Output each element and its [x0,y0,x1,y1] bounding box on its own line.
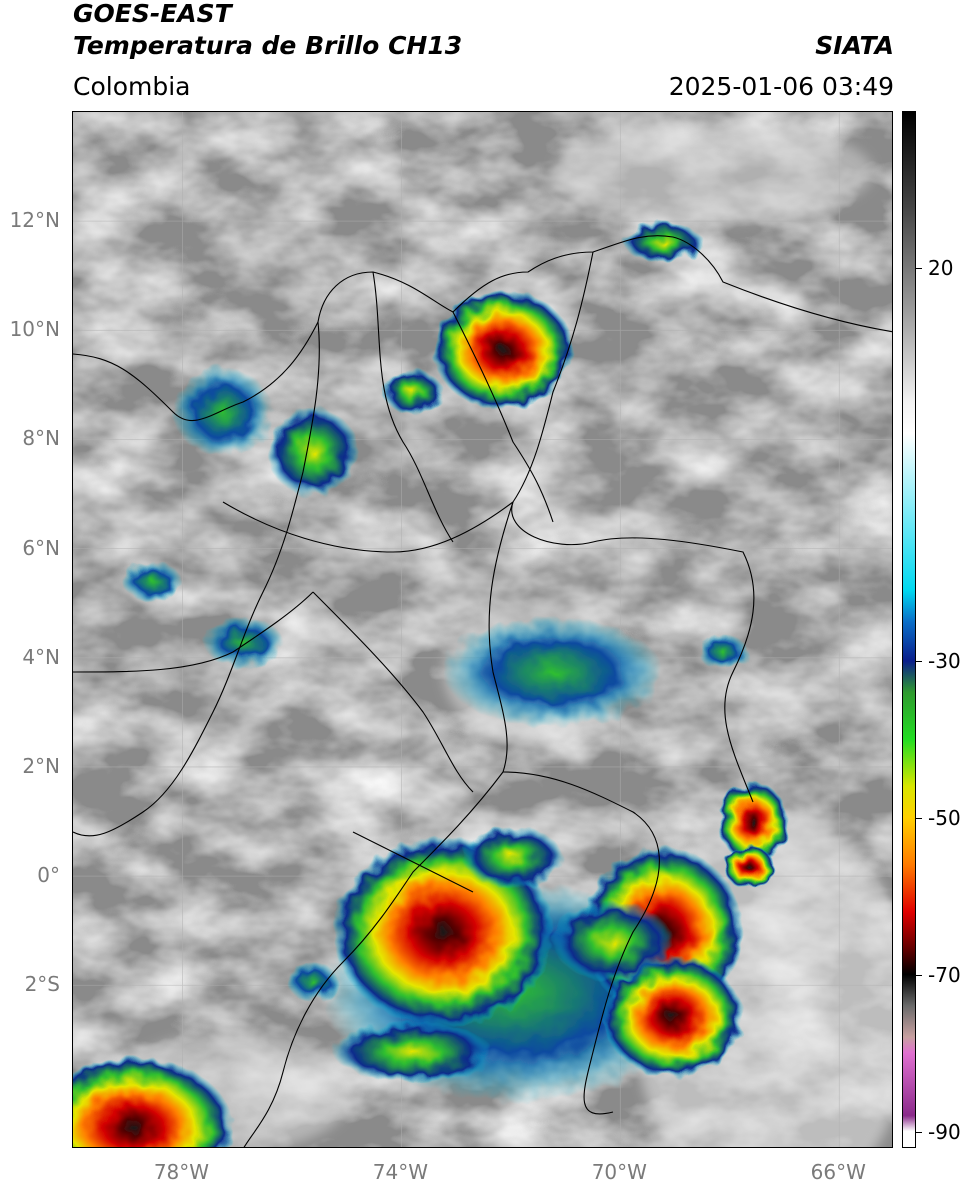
agency-label: SIATA [815,31,894,60]
lat-tick-label: 4°N [22,644,60,669]
lat-tick-label: 2°S [24,972,60,997]
storm-cell-cordoba [268,407,358,497]
region-label: Colombia [73,72,191,101]
colorbar-tick-label: -30 [928,648,961,673]
satellite-name: GOES-EAST [73,0,232,28]
storm-cell-caribbean [433,290,573,410]
colorbar-tick-label: -50 [928,806,961,831]
lon-tick-label: 74°W [372,1160,429,1184]
colorbar-tick [916,660,922,662]
convection [73,222,788,1147]
map-canvas [73,112,892,1147]
product-title: Temperatura de Brillo CH13 [73,31,463,60]
colorbar-tick [916,1132,922,1134]
lon-tick-label: 70°W [591,1160,647,1184]
lon-tick-label: 66°W [810,1160,866,1184]
lat-tick-label: 12°N [9,208,60,233]
colorbar-tick-label: -70 [928,963,961,988]
timestamp: 2025-01-06 03:49 [668,72,894,101]
colorbar-tick [916,268,922,270]
colorbar [902,111,916,1148]
colorbar-tick-label: -90 [928,1120,961,1145]
colorbar-tick [916,818,922,820]
lat-tick-label: 8°N [22,426,60,451]
lat-tick-label: 0° [37,863,60,888]
boundaries [73,235,892,1147]
colorbar-tick-label: 20 [928,256,954,281]
satellite-map[interactable] [72,111,893,1148]
storm-cell-pacific [73,1057,233,1147]
lat-tick-label: 6°N [22,535,60,560]
lat-tick-label: 10°N [9,317,60,342]
lat-tick-label: 2°N [22,753,60,778]
colorbar-tick [916,975,922,977]
lon-tick-label: 78°W [153,1160,210,1184]
